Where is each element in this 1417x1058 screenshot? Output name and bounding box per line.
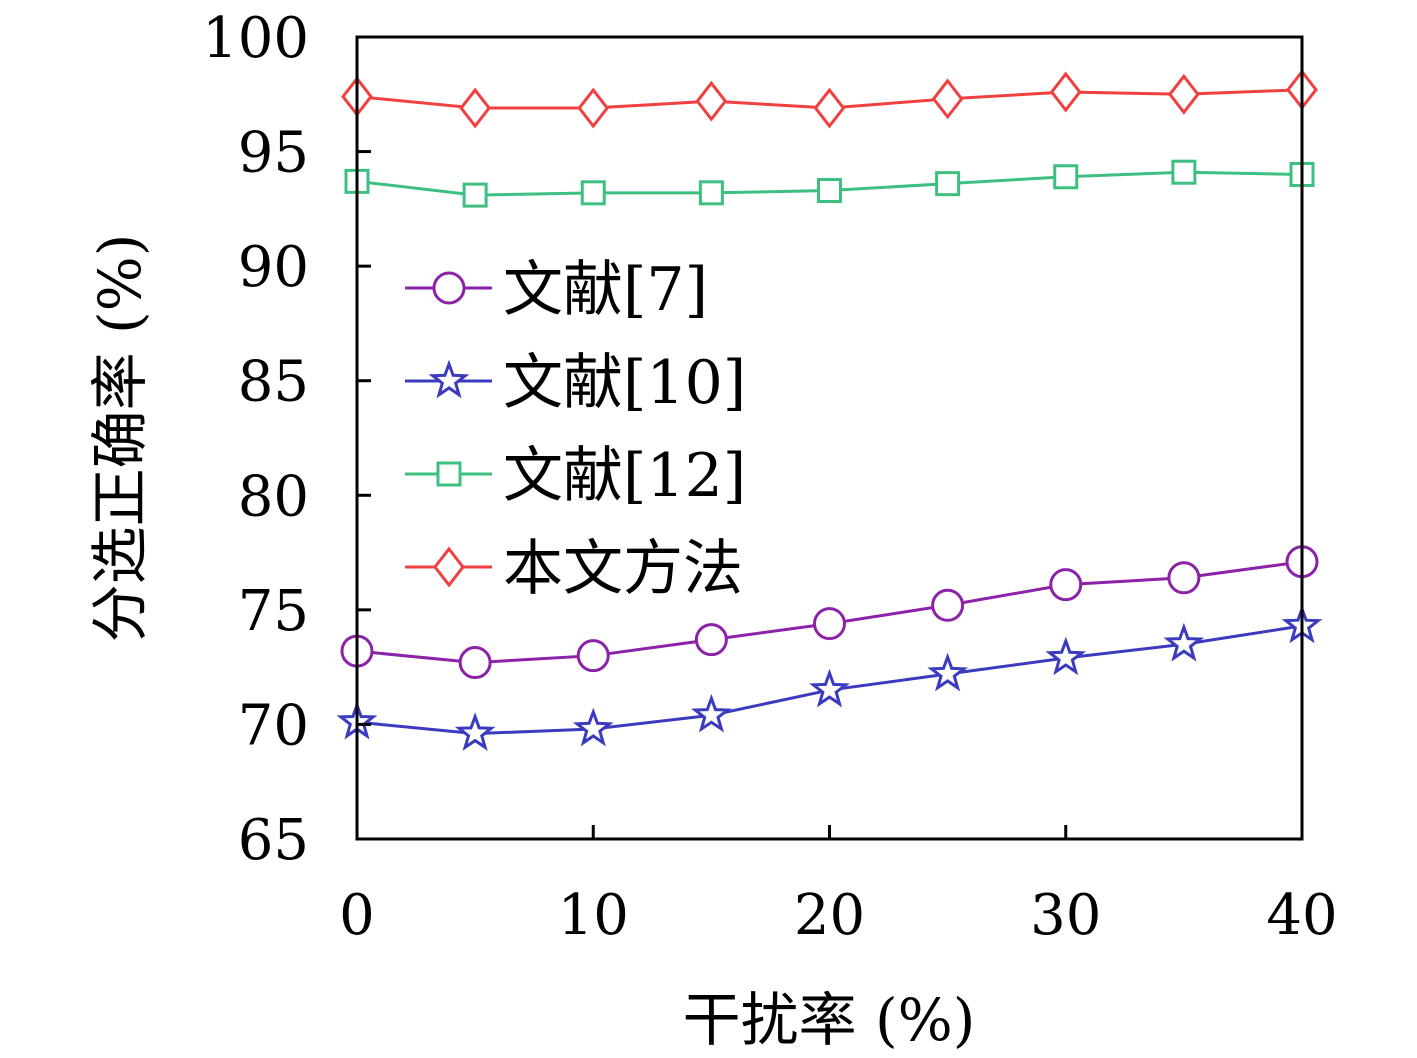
diamond-marker bbox=[695, 80, 728, 122]
diamond-marker bbox=[433, 546, 465, 588]
series-circle bbox=[340, 545, 1319, 680]
diamond-marker bbox=[1167, 73, 1200, 115]
legend-label: 文献[7] bbox=[503, 255, 708, 325]
star-marker bbox=[809, 668, 850, 708]
circle-marker bbox=[694, 623, 728, 657]
star-marker bbox=[454, 712, 496, 751]
series-square bbox=[344, 159, 1315, 208]
legend-label: 文献[12] bbox=[503, 441, 746, 511]
square-marker bbox=[580, 180, 606, 206]
star-marker bbox=[428, 359, 470, 399]
legend-label: 文献[10] bbox=[503, 348, 746, 418]
plot-frame bbox=[355, 35, 1304, 841]
series-star bbox=[336, 604, 1323, 751]
y-tick-label: 65 bbox=[238, 808, 309, 873]
y-tick-label: 70 bbox=[238, 693, 309, 758]
legend-item: 文献[7] bbox=[405, 255, 708, 325]
star-marker bbox=[1163, 622, 1205, 662]
legend-item: 文献[10] bbox=[405, 348, 746, 418]
y-tick-label: 90 bbox=[238, 235, 309, 300]
circle-marker bbox=[576, 639, 610, 673]
y-tick-label: 100 bbox=[202, 6, 309, 71]
circle-marker bbox=[1167, 561, 1201, 595]
circle-marker bbox=[931, 588, 965, 622]
circle-marker bbox=[1049, 568, 1083, 602]
square-marker bbox=[1171, 159, 1197, 185]
star-marker bbox=[572, 707, 614, 747]
circle-marker bbox=[458, 646, 492, 680]
circle-marker bbox=[432, 271, 466, 305]
star-marker bbox=[691, 693, 732, 733]
diamond-marker bbox=[1049, 71, 1082, 113]
x-tick-label: 40 bbox=[1266, 883, 1337, 948]
legend-item: 文献[12] bbox=[405, 441, 746, 511]
legend-label: 本文方法 bbox=[503, 534, 743, 604]
square-marker bbox=[436, 461, 462, 487]
y-tick-label: 80 bbox=[238, 464, 309, 529]
square-marker bbox=[1053, 164, 1079, 190]
square-marker bbox=[935, 171, 961, 197]
series-diamond bbox=[341, 69, 1318, 129]
diamond-marker bbox=[813, 87, 846, 129]
diamond-marker bbox=[459, 87, 492, 129]
x-axis-label: 干扰率 (%) bbox=[683, 986, 976, 1054]
diamond-marker bbox=[931, 78, 964, 120]
star-marker bbox=[927, 652, 968, 692]
diamond-marker bbox=[577, 87, 610, 129]
y-tick-label: 75 bbox=[238, 579, 309, 644]
y-axis-label: 分选正确率 (%) bbox=[86, 234, 154, 643]
legend-item: 本文方法 bbox=[405, 534, 743, 604]
x-tick-label: 30 bbox=[1030, 883, 1101, 948]
y-tick-label: 95 bbox=[238, 121, 309, 186]
y-tick-label: 85 bbox=[238, 350, 309, 415]
circle-marker bbox=[813, 607, 846, 641]
x-tick-label: 20 bbox=[794, 883, 865, 948]
square-marker bbox=[698, 180, 724, 206]
square-marker bbox=[462, 182, 488, 208]
star-marker bbox=[1045, 636, 1087, 676]
x-tick-label: 0 bbox=[339, 883, 375, 948]
square-marker bbox=[817, 178, 842, 204]
x-tick-label: 10 bbox=[558, 883, 629, 948]
